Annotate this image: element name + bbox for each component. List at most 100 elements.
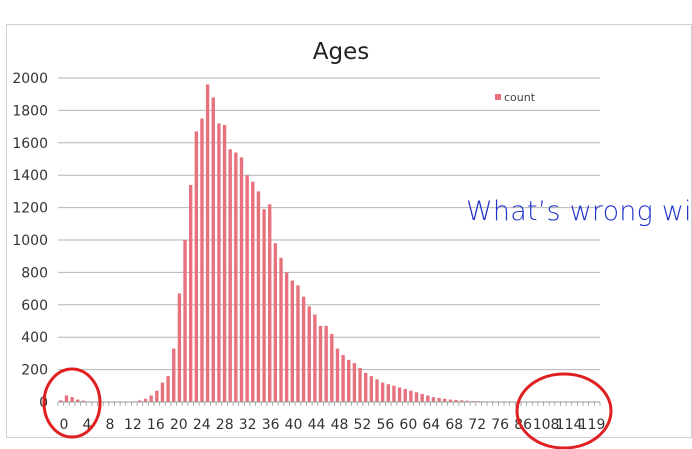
bar xyxy=(143,398,148,402)
bar xyxy=(262,209,266,402)
bar xyxy=(279,257,283,402)
bar xyxy=(330,333,334,402)
bar xyxy=(369,376,374,402)
bar xyxy=(465,400,470,402)
x-axis-ticks: 0 4 8 12 16 20 24 28 32 36 40 44 48 52 56 60 64 68 72 76 86 1… xyxy=(57,402,605,433)
bar xyxy=(301,296,306,402)
bar xyxy=(352,363,357,402)
bar xyxy=(397,387,402,402)
legend: count xyxy=(495,91,536,104)
legend-swatch xyxy=(495,94,501,100)
x-tick-label: 20 xyxy=(170,417,188,433)
x-tick-label: 0 xyxy=(60,417,69,433)
legend-label: count xyxy=(504,91,536,104)
bar xyxy=(205,84,210,402)
bar xyxy=(228,149,232,402)
bar xyxy=(70,397,74,402)
bar xyxy=(358,367,362,402)
bar xyxy=(160,382,165,402)
bar xyxy=(251,181,255,402)
x-tick-label: 44 xyxy=(308,417,326,433)
bar xyxy=(256,191,261,402)
y-tick-label: 1000 xyxy=(12,233,48,249)
bar xyxy=(380,382,385,402)
bar xyxy=(443,398,447,402)
bar xyxy=(211,97,215,402)
bar xyxy=(307,306,311,402)
bar xyxy=(341,355,345,402)
bar xyxy=(149,395,153,402)
bar xyxy=(324,325,328,402)
bar xyxy=(59,400,63,402)
x-tick-label: 68 xyxy=(445,417,463,433)
bar xyxy=(403,389,407,402)
y-tick-label: 200 xyxy=(21,363,48,379)
x-tick-label: 36 xyxy=(262,417,280,433)
x-tick-label: 76 xyxy=(491,417,509,433)
bar xyxy=(290,280,294,402)
bar xyxy=(426,395,430,402)
annotation-text: What’s wrong wi xyxy=(466,196,692,227)
bar xyxy=(386,384,390,402)
x-tick-label: 16 xyxy=(147,417,165,433)
y-tick-label: 600 xyxy=(21,298,48,314)
x-tick-label: 60 xyxy=(399,417,417,433)
annotation-circle-low xyxy=(42,367,102,439)
bar xyxy=(245,175,249,402)
bar xyxy=(239,157,244,402)
x-tick-label: 12 xyxy=(124,417,142,433)
bar xyxy=(273,243,278,402)
bar xyxy=(431,397,436,402)
bar xyxy=(414,392,419,402)
bar xyxy=(76,399,80,402)
x-tick-label: 24 xyxy=(193,417,211,433)
bar xyxy=(375,379,379,402)
bar xyxy=(200,118,204,402)
bar xyxy=(172,348,176,402)
x-tick-label: 114 xyxy=(556,417,583,433)
bar xyxy=(166,376,170,402)
x-tick-label: 52 xyxy=(354,417,372,433)
bar xyxy=(268,204,272,402)
bar xyxy=(364,372,368,402)
bar xyxy=(335,348,340,402)
y-tick-label: 1400 xyxy=(12,168,48,184)
x-tick-label: 48 xyxy=(331,417,349,433)
chart-title: Ages xyxy=(313,39,369,65)
annotation-circle-high xyxy=(515,372,613,449)
bar xyxy=(347,359,351,402)
bar xyxy=(420,393,424,402)
bar xyxy=(437,397,441,402)
x-tick-label: 28 xyxy=(216,417,234,433)
bar xyxy=(234,152,238,402)
bar xyxy=(81,400,86,402)
y-tick-label: 800 xyxy=(21,265,48,281)
gridlines xyxy=(58,77,600,371)
bar xyxy=(64,395,69,402)
bar xyxy=(448,399,453,402)
y-tick-label: 400 xyxy=(21,330,48,346)
x-tick-label: 32 xyxy=(239,417,257,433)
x-tick-label: 56 xyxy=(376,417,394,433)
bar xyxy=(459,400,464,402)
y-tick-label: 1600 xyxy=(12,136,48,152)
bar xyxy=(183,240,187,402)
bar xyxy=(296,285,300,402)
y-tick-label: 2000 xyxy=(12,71,48,87)
bar xyxy=(409,390,413,402)
bar xyxy=(284,272,289,402)
x-tick-label: 40 xyxy=(285,417,303,433)
bar xyxy=(454,400,458,402)
y-tick-label: 1800 xyxy=(12,103,48,119)
bar xyxy=(177,293,182,402)
y-tick-label: 1200 xyxy=(12,201,48,217)
x-tick-label: 4 xyxy=(82,417,91,433)
x-tick-label: 108 xyxy=(533,417,560,433)
bar xyxy=(138,400,142,402)
bar-series-count xyxy=(59,84,599,403)
bar xyxy=(222,124,227,402)
bar xyxy=(217,123,221,403)
